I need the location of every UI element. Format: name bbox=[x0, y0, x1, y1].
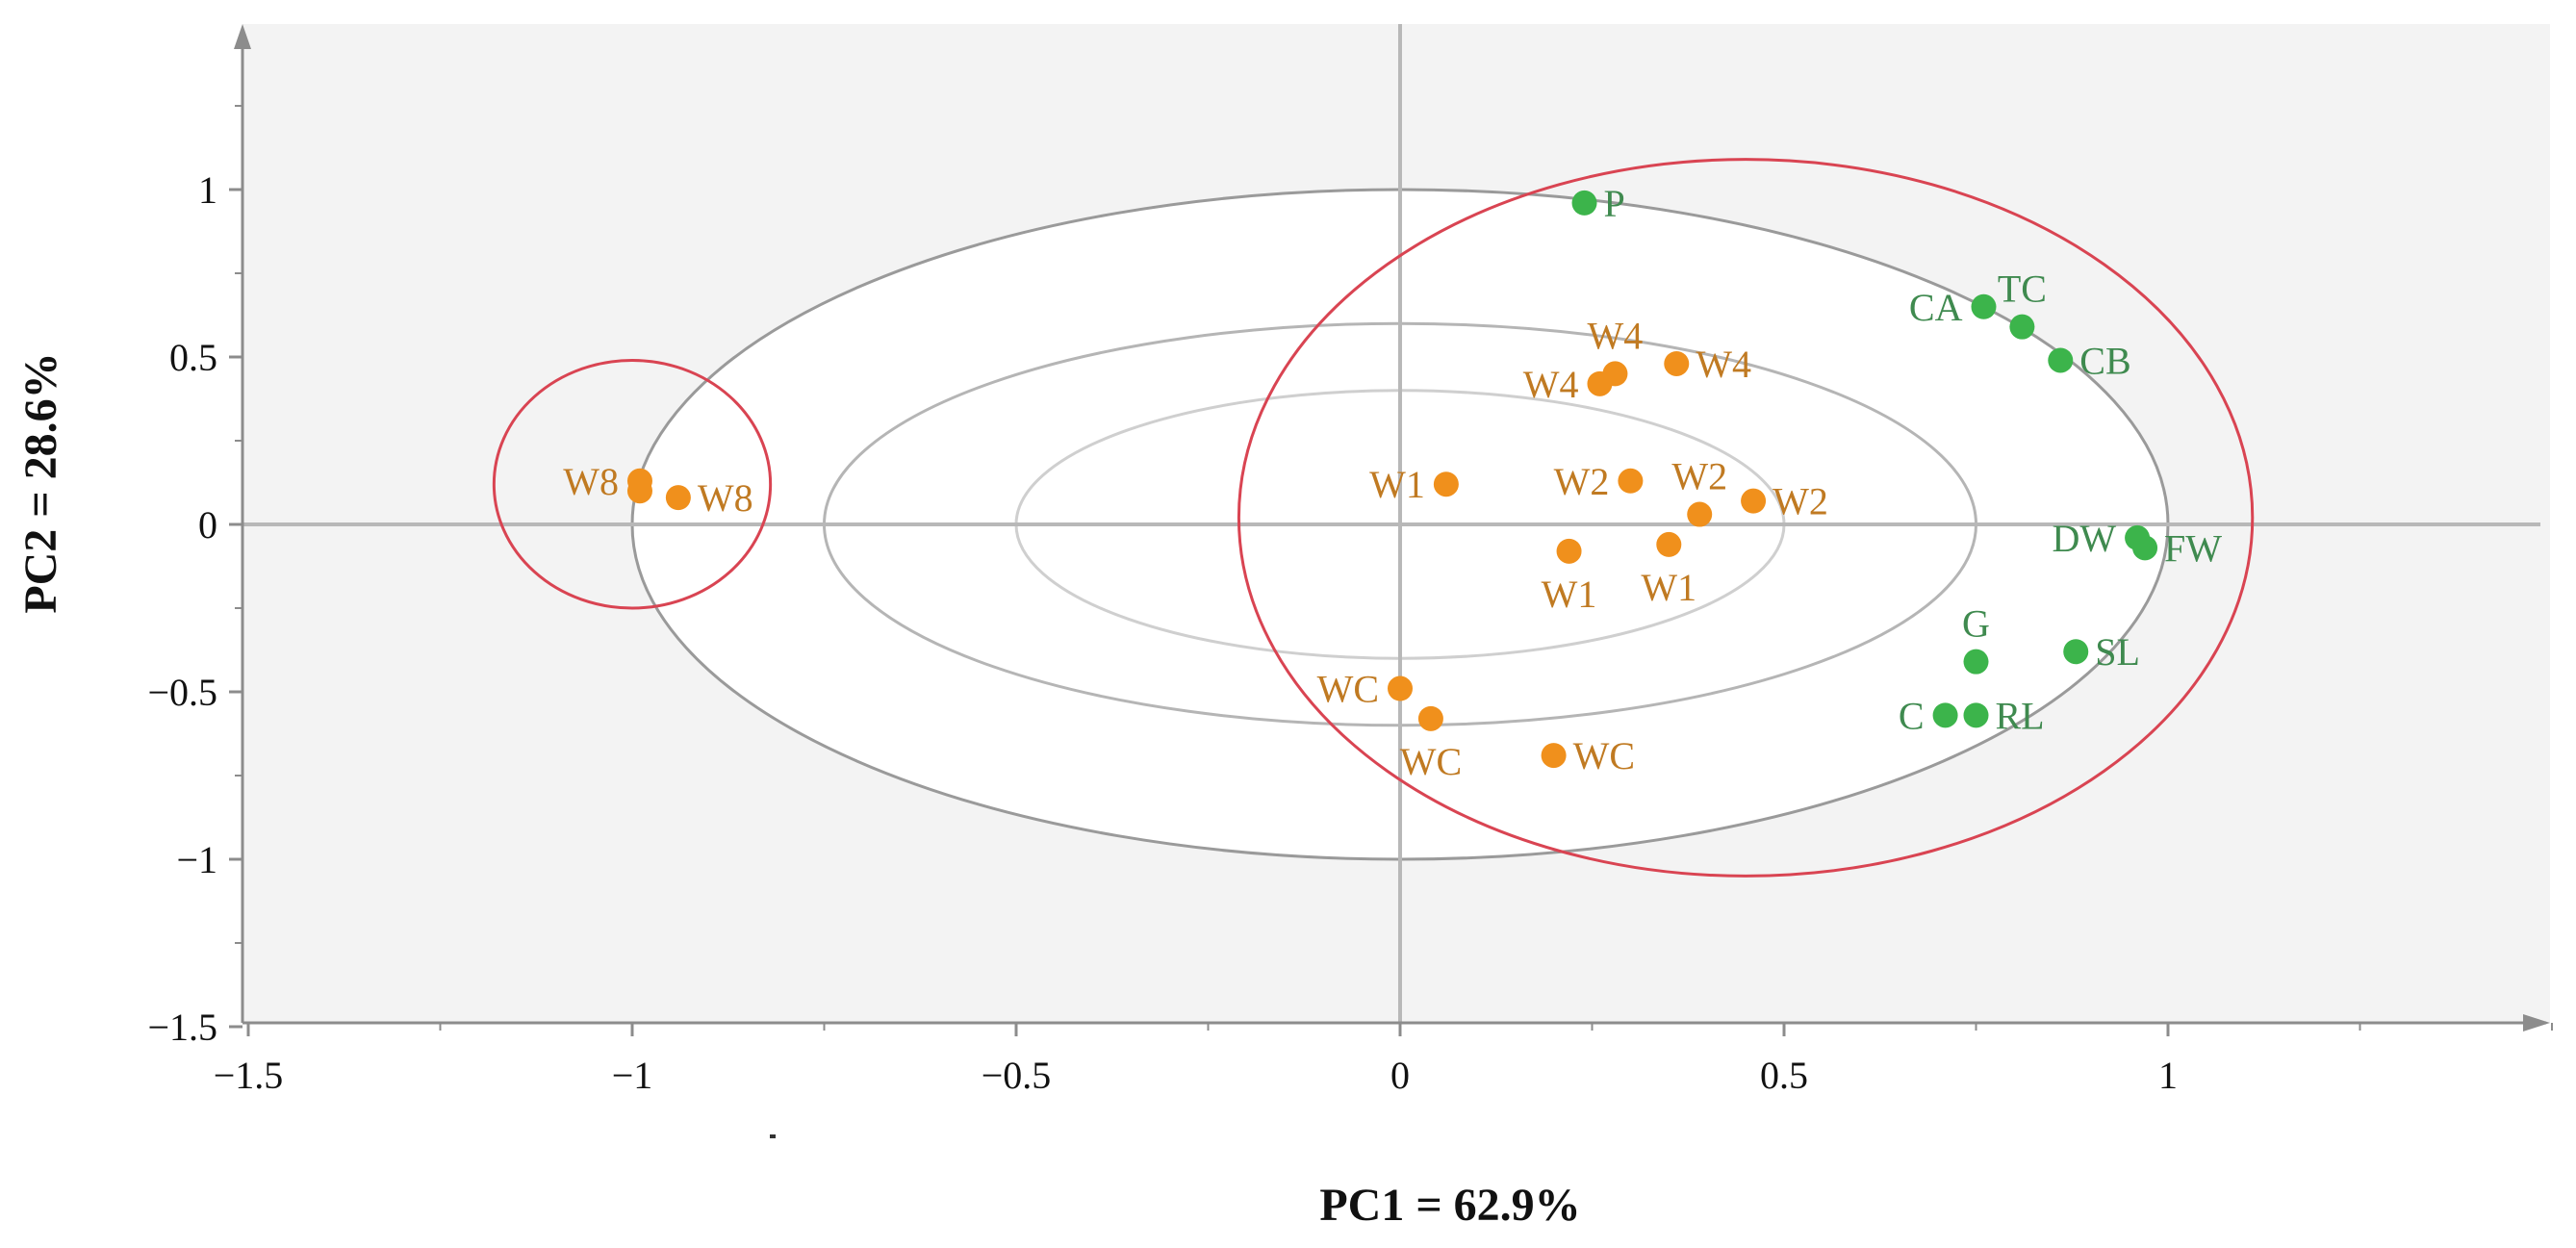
x-axis-arrow bbox=[2523, 1014, 2550, 1032]
axes: −1.5 −1 −0.5 0 0.5 1 1 0.5 0 −0.5 −1 −1.5 bbox=[147, 24, 2553, 1138]
point-label: WC bbox=[1317, 668, 1379, 711]
x-tick-label: 0 bbox=[1390, 1054, 1410, 1097]
point-label: W2 bbox=[1671, 455, 1727, 498]
data-point bbox=[2009, 314, 2035, 340]
y-tick-label: −1.5 bbox=[147, 1006, 217, 1049]
point-label: TC bbox=[1998, 267, 2047, 311]
data-point bbox=[1664, 350, 1690, 376]
x-tick-label: 1 bbox=[2158, 1054, 2178, 1097]
x-tick-label: −0.5 bbox=[982, 1054, 1052, 1097]
point-label: W8 bbox=[698, 476, 753, 520]
y-tick-label: 1 bbox=[198, 168, 217, 212]
data-point bbox=[1388, 675, 1413, 701]
x-tick-label: −1 bbox=[612, 1054, 653, 1097]
y-tick-label: −0.5 bbox=[147, 671, 217, 714]
data-point bbox=[1417, 705, 1443, 731]
data-point bbox=[1541, 743, 1567, 769]
point-label: W1 bbox=[1369, 463, 1425, 506]
point-label: G bbox=[1962, 602, 1990, 646]
point-label: P bbox=[1604, 182, 1625, 225]
y-tick-label: −1 bbox=[176, 838, 217, 881]
point-label: FW bbox=[2164, 526, 2222, 570]
data-point bbox=[1971, 293, 1997, 319]
y-tick-label: 0.5 bbox=[169, 336, 217, 379]
data-point bbox=[1932, 702, 1958, 728]
point-label: CB bbox=[2079, 339, 2130, 382]
highlight-ellipse-right-group bbox=[1237, 158, 2255, 878]
point-label: W1 bbox=[1542, 573, 1597, 616]
data-point bbox=[2063, 639, 2089, 665]
stray-mark bbox=[770, 1134, 776, 1138]
point-label: W2 bbox=[1554, 460, 1610, 503]
y-axis-arrow bbox=[234, 24, 251, 49]
data-point bbox=[1741, 488, 1767, 514]
point-label: WC bbox=[1573, 734, 1635, 777]
point-label: W2 bbox=[1773, 480, 1828, 523]
data-point bbox=[1656, 531, 1682, 557]
data-point bbox=[2048, 347, 2074, 373]
highlight-ellipse-left-group bbox=[492, 358, 773, 610]
x-axis-title: PC1 = 62.9% bbox=[1319, 1180, 1580, 1231]
x-tick-label: 0.5 bbox=[1760, 1054, 1808, 1097]
data-point bbox=[1602, 361, 1628, 387]
point-label: W1 bbox=[1641, 566, 1696, 609]
highlight-ellipses bbox=[492, 158, 2255, 878]
data-point bbox=[2132, 535, 2158, 561]
point-label: W4 bbox=[1588, 314, 1644, 357]
data-point bbox=[1618, 468, 1644, 494]
point-label: W8 bbox=[563, 460, 619, 503]
point-label: CA bbox=[1909, 286, 1963, 329]
data-point bbox=[1963, 702, 1989, 728]
data-point bbox=[1571, 190, 1597, 216]
point-label: DW bbox=[2052, 517, 2116, 560]
data-point bbox=[1687, 501, 1713, 527]
point-label: W4 bbox=[1696, 343, 1751, 386]
data-point bbox=[1556, 538, 1582, 564]
point-label: RL bbox=[1996, 694, 2045, 737]
point-label: SL bbox=[2095, 630, 2140, 674]
data-points bbox=[626, 190, 2158, 769]
point-label: WC bbox=[1400, 740, 1462, 783]
x-tick-label: −1.5 bbox=[214, 1054, 284, 1097]
data-point bbox=[1963, 649, 1989, 675]
y-axis-title: PC2 = 28.6% bbox=[15, 352, 66, 613]
y-tick-label: 0 bbox=[198, 503, 217, 547]
point-label: W4 bbox=[1523, 363, 1579, 406]
data-point bbox=[1433, 471, 1459, 497]
point-label: C bbox=[1899, 694, 1925, 737]
data-point bbox=[665, 485, 691, 511]
data-point bbox=[626, 478, 652, 504]
